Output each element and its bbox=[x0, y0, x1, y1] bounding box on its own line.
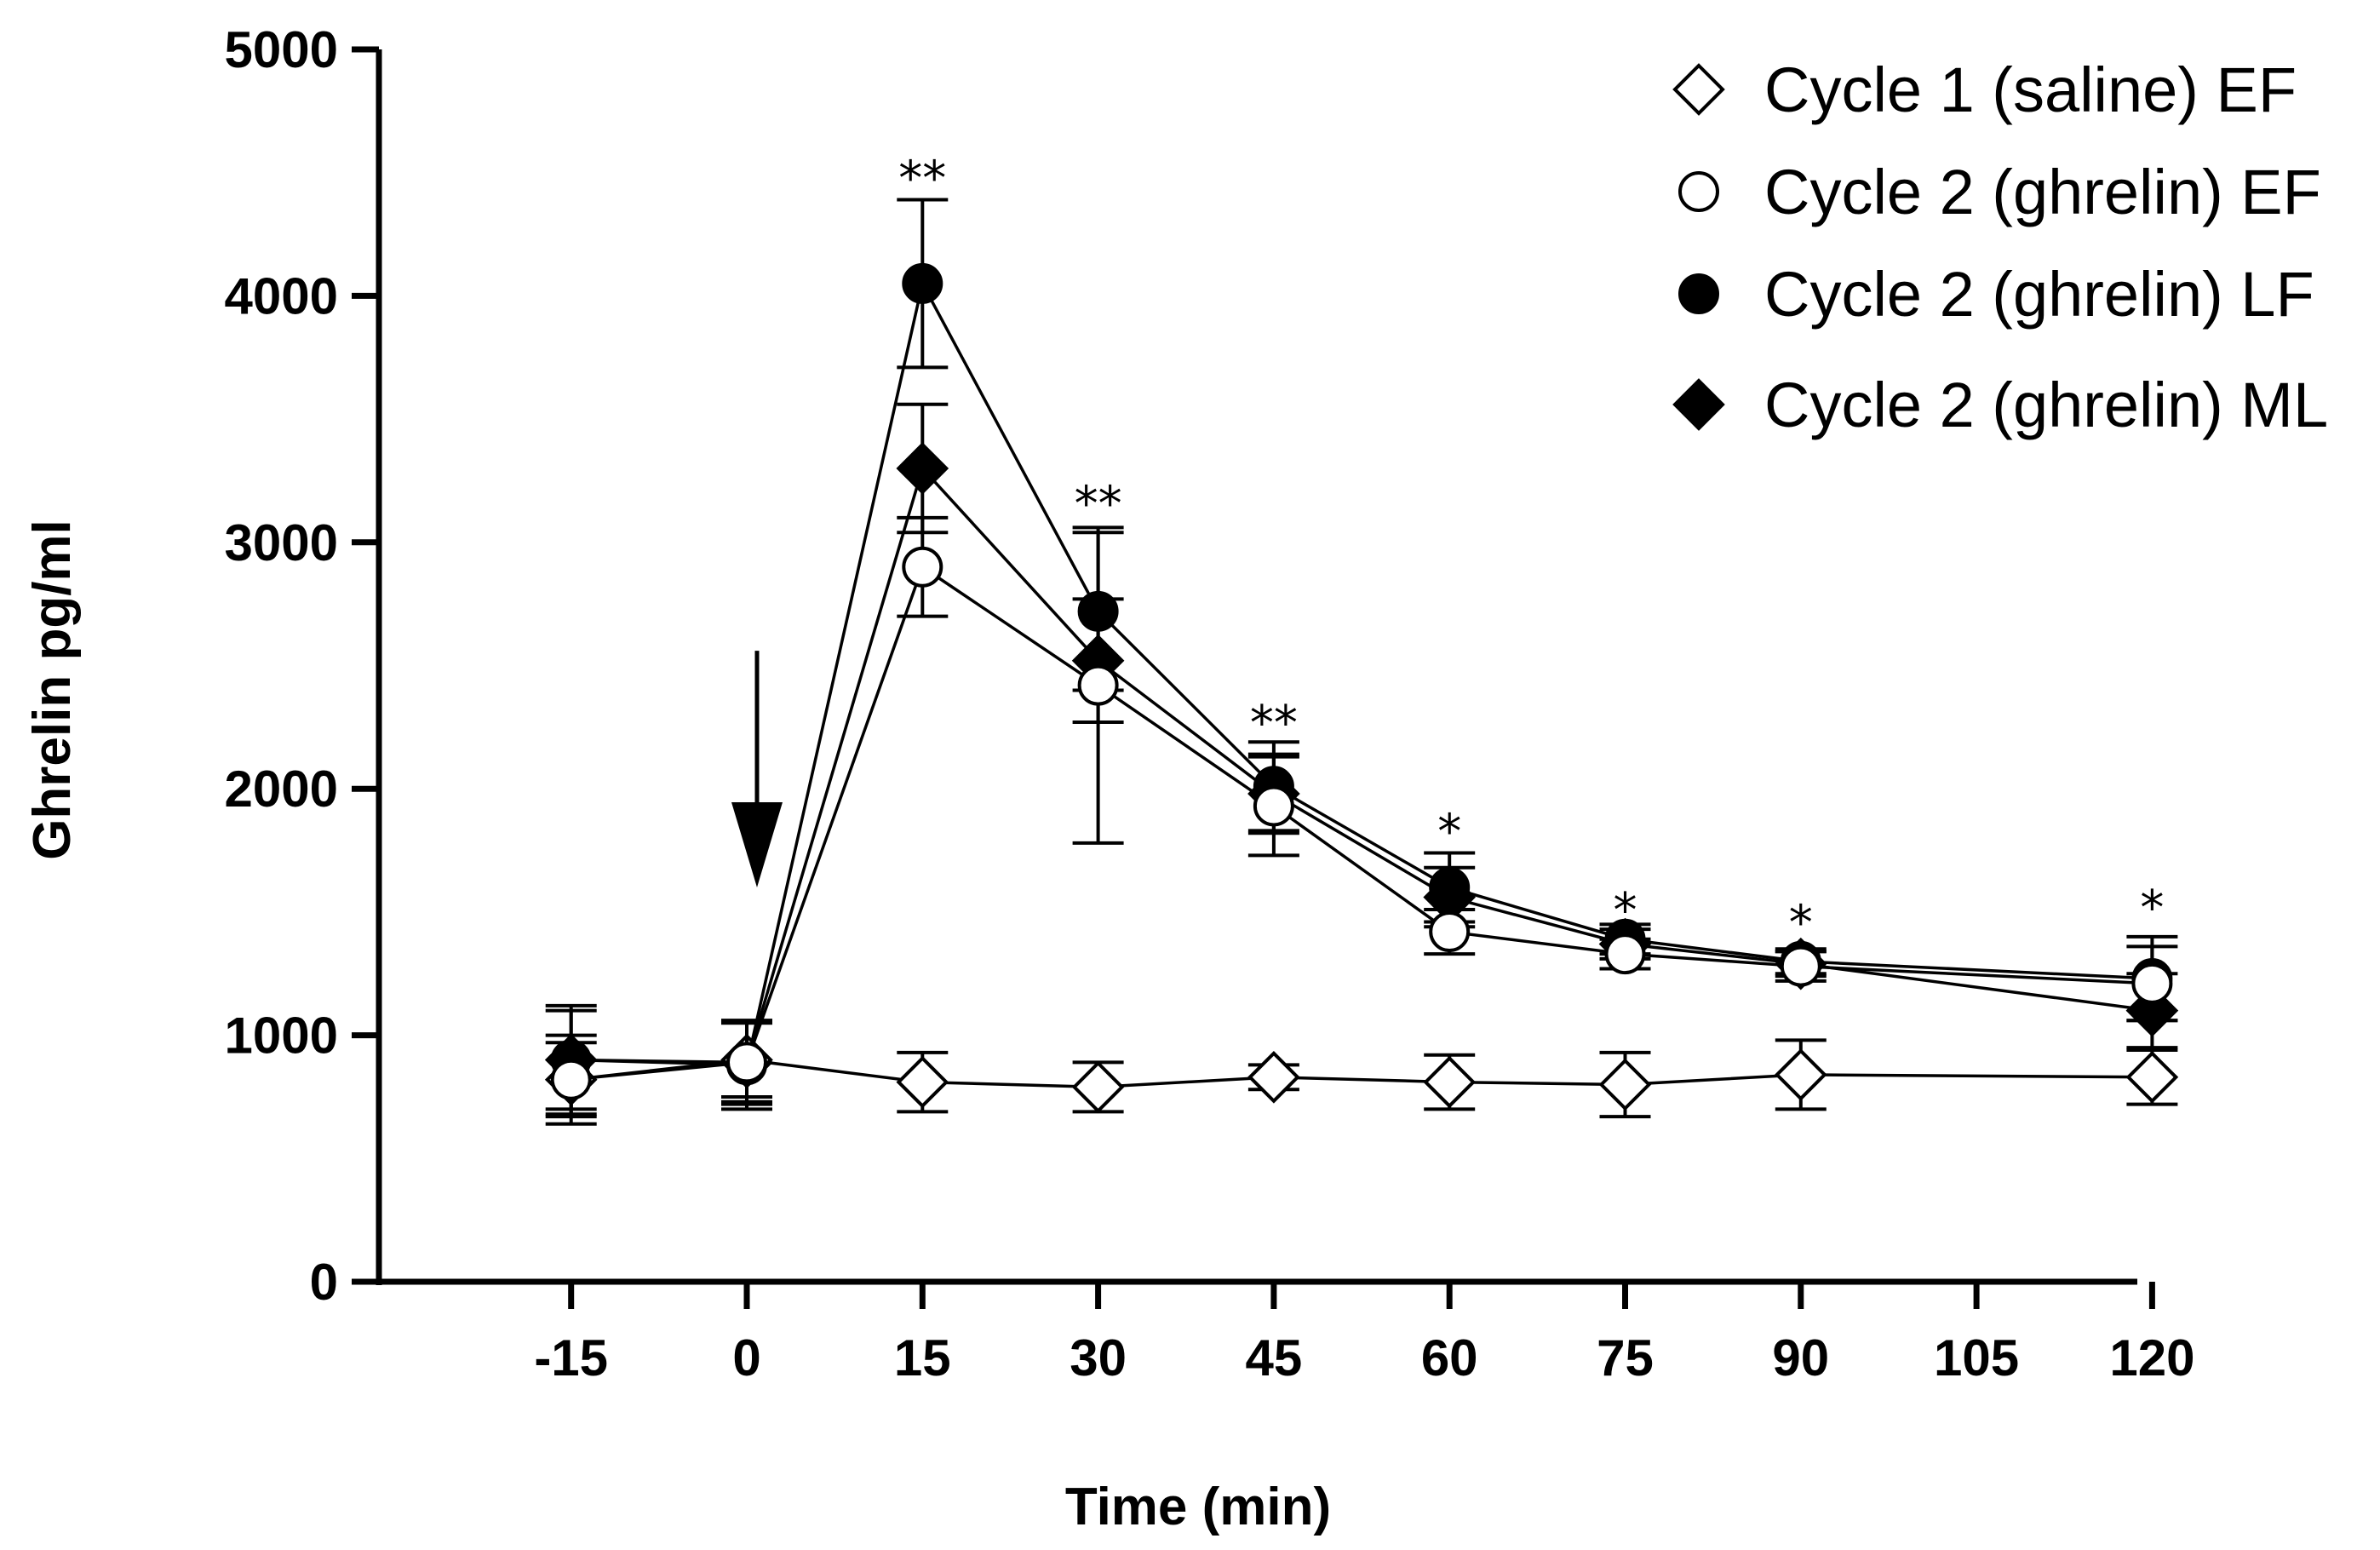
series-open-diamond bbox=[544, 1021, 2179, 1119]
series-filled-circle bbox=[545, 198, 2178, 1117]
series-open-circle bbox=[545, 515, 2178, 1126]
data-point-filled-diamond bbox=[896, 442, 949, 495]
x-tick-label: -15 bbox=[534, 1329, 608, 1386]
data-point-open-circle bbox=[1077, 664, 1119, 706]
legend-label: Cycle 1 (saline) EF bbox=[1764, 55, 2297, 125]
x-tick-label: 90 bbox=[1772, 1329, 1829, 1386]
series-line-open-circle bbox=[571, 565, 2153, 1082]
data-point-open-circle bbox=[550, 1059, 592, 1100]
data-point-open-diamond bbox=[1247, 1050, 1300, 1104]
y-tick-label: 2000 bbox=[225, 761, 338, 818]
legend-label: Cycle 2 (ghrelin) LF bbox=[1764, 259, 2314, 330]
legend-marker-open-diamond bbox=[1672, 63, 1725, 116]
injection-arrow bbox=[731, 651, 783, 887]
legend-label: Cycle 2 (ghrelin) EF bbox=[1764, 157, 2321, 227]
significance-label: * bbox=[1614, 883, 1637, 939]
data-point-open-diamond bbox=[1071, 1060, 1125, 1114]
legend-label: Cycle 2 (ghrelin) ML bbox=[1764, 370, 2328, 440]
series-line-open-diamond bbox=[571, 1058, 2153, 1089]
significance-annotations: ******** * * bbox=[898, 151, 2164, 950]
axes bbox=[376, 49, 2137, 1285]
x-tick-label: 60 bbox=[1421, 1329, 1478, 1386]
x-tick-label: 0 bbox=[732, 1329, 760, 1386]
legend-item: Cycle 2 (ghrelin) EF bbox=[1678, 157, 2321, 227]
x-tick-label: 30 bbox=[1070, 1329, 1127, 1386]
y-tick-label: 5000 bbox=[225, 21, 338, 78]
y-tick-label: 1000 bbox=[225, 1008, 338, 1065]
legend-item: Cycle 1 (saline) EF bbox=[1672, 55, 2297, 125]
legend-marker-open-circle bbox=[1678, 171, 1719, 212]
arrow-head bbox=[731, 801, 783, 887]
data-point-open-circle bbox=[1253, 785, 1294, 827]
x-axis-title: Time (min) bbox=[1065, 1478, 1331, 1536]
data-point-open-circle bbox=[1604, 933, 1646, 975]
significance-label: * bbox=[1789, 895, 1813, 950]
y-tick-label: 0 bbox=[310, 1254, 338, 1311]
legend-marker-filled-diamond bbox=[1672, 378, 1725, 431]
legend-marker-filled-circle bbox=[1678, 273, 1719, 314]
y-tick-label: 4000 bbox=[225, 267, 338, 324]
data-point-filled-circle bbox=[902, 262, 943, 304]
axis-ticks: 0 1000 2000 3000 4000 5000 -15 0 15 30 45 60 75 90 105… bbox=[225, 21, 2195, 1386]
significance-label: ** bbox=[1250, 696, 1298, 751]
legend-item: Cycle 2 (ghrelin) LF bbox=[1678, 259, 2314, 330]
data-point-open-diamond bbox=[2125, 1050, 2179, 1104]
data-point-open-diamond bbox=[1598, 1058, 1652, 1111]
legend: Cycle 1 (saline) EF Cycle 2 (ghrelin) EF C… bbox=[1672, 55, 2328, 440]
data-point-open-diamond bbox=[1423, 1055, 1477, 1109]
legend-item: Cycle 2 (ghrelin) ML bbox=[1672, 370, 2328, 440]
x-tick-label: 105 bbox=[1934, 1329, 2019, 1386]
data-point-open-circle bbox=[2131, 962, 2173, 1004]
data-point-filled-circle bbox=[1429, 866, 1471, 908]
data-point-open-diamond bbox=[896, 1055, 949, 1109]
significance-label: * bbox=[2140, 881, 2164, 936]
x-tick-label: 45 bbox=[1246, 1329, 1303, 1386]
x-tick-label: 15 bbox=[894, 1329, 951, 1386]
x-tick-label: 75 bbox=[1597, 1329, 1654, 1386]
x-tick-label: 120 bbox=[2109, 1329, 2194, 1386]
data-point-open-circle bbox=[1429, 911, 1471, 953]
data-point-open-circle bbox=[1780, 945, 1821, 987]
series-filled-diamond bbox=[544, 402, 2179, 1111]
y-tick-label: 3000 bbox=[225, 514, 338, 571]
data-point-open-circle bbox=[902, 546, 943, 588]
significance-label: ** bbox=[898, 151, 946, 206]
data-series bbox=[544, 198, 2179, 1126]
data-point-open-circle bbox=[726, 1042, 767, 1083]
significance-label: * bbox=[1437, 804, 1461, 859]
significance-label: ** bbox=[1075, 476, 1122, 531]
y-axis-title: Ghrelin pg/ml bbox=[23, 520, 82, 860]
data-point-open-diamond bbox=[1774, 1048, 1827, 1101]
